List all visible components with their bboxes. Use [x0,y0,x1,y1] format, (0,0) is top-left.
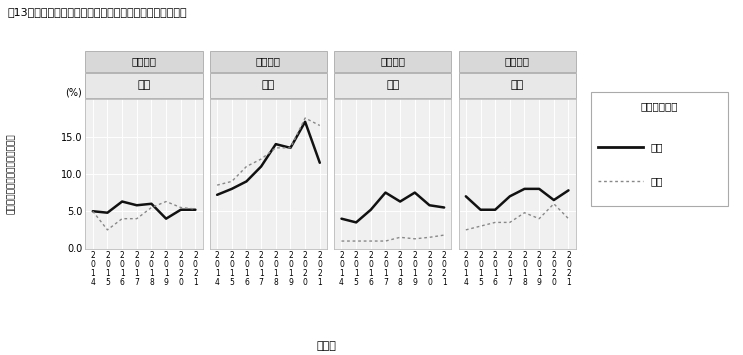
Text: 介護をしていると答えた人の割合: 介護をしていると答えた人の割合 [7,133,16,214]
Text: 調査年: 調査年 [317,342,337,351]
Text: 壮年世代: 壮年世代 [256,56,281,66]
Text: 配偶者の有無: 配偶者の有無 [640,102,678,111]
Text: 男性: 男性 [386,80,400,90]
Text: 女性: 女性 [262,80,275,90]
Text: 若年世代: 若年世代 [132,56,157,66]
Text: あり: あり [650,176,663,186]
Text: 図13　性別・世代別・配偶者の有無別にみた介護者の割合: 図13 性別・世代別・配偶者の有無別にみた介護者の割合 [7,7,187,17]
Text: (%): (%) [65,88,82,98]
Text: 若年世代: 若年世代 [380,56,406,66]
Text: 男性: 男性 [510,80,524,90]
Text: 女性: 女性 [137,80,151,90]
Text: 壮年世代: 壮年世代 [504,56,530,66]
Text: なし: なし [650,142,663,152]
